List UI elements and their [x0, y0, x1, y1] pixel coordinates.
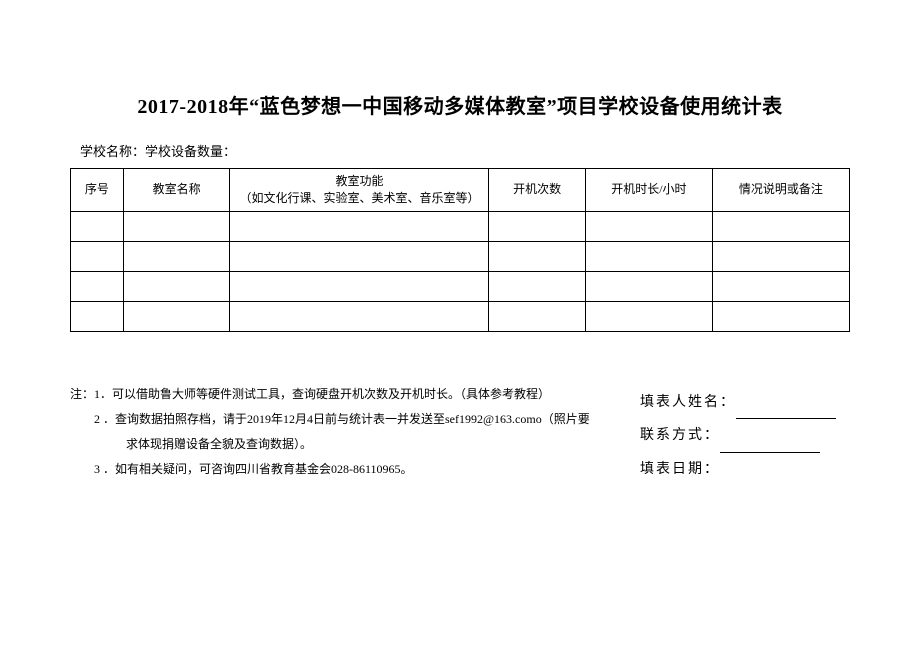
col-header-boot-count: 开机次数: [489, 169, 585, 212]
signature-contact-line: 联系方式：: [640, 419, 850, 453]
col-header-room-function: 教室功能 （如文化行课、实验室、美术室、音乐室等）: [230, 169, 489, 212]
signature-date-line: 填表日期：: [640, 453, 850, 487]
col-header-remarks: 情况说明或备注: [712, 169, 849, 212]
col-header-room-function-line2: （如文化行课、实验室、美术室、音乐室等）: [239, 191, 479, 205]
note-item-2: 2 ．查询数据拍照存档，请于2019年12月4日前与统计表一并发送至sef199…: [70, 407, 620, 432]
bottom-section: 注：1．可以借助鲁大师等硬件测试工具，查询硬盘开机次数及开机时长。（具体参考教程…: [70, 382, 850, 487]
note-item-2b: 求体现捐赠设备全貌及查询数据）。: [70, 432, 620, 457]
note-item-1: 1．可以借助鲁大师等硬件测试工具，查询硬盘开机次数及开机时长。（具体参考教程）: [94, 387, 550, 401]
signature-name-underline: [736, 404, 836, 419]
signature-name-label: 填表人姓名：: [640, 395, 736, 410]
equipment-table: 序号 教室名称 教室功能 （如文化行课、实验室、美术室、音乐室等） 开机次数 开…: [70, 168, 850, 332]
table-row: [71, 301, 850, 331]
note-prefix: 注：: [70, 387, 94, 401]
school-info-line: 学校名称：学校设备数量：: [80, 141, 850, 160]
signature-block: 填表人姓名： 联系方式： 填表日期：: [640, 382, 850, 487]
table-body: [71, 211, 850, 331]
notes-block: 注：1．可以借助鲁大师等硬件测试工具，查询硬盘开机次数及开机时长。（具体参考教程…: [70, 382, 640, 487]
note-line: 注：1．可以借助鲁大师等硬件测试工具，查询硬盘开机次数及开机时长。（具体参考教程…: [70, 382, 620, 407]
table-header-row: 序号 教室名称 教室功能 （如文化行课、实验室、美术室、音乐室等） 开机次数 开…: [71, 169, 850, 212]
document-title: 2017-2018年“蓝色梦想一中国移动多媒体教室”项目学校设备使用统计表: [70, 90, 850, 119]
table-row: [71, 271, 850, 301]
note-item-3: 3 ．如有相关疑问，可咨询四川省教育基金会028-86110965。: [70, 457, 620, 482]
table-row: [71, 211, 850, 241]
col-header-room-name: 教室名称: [123, 169, 230, 212]
signature-date-label: 填表日期：: [640, 462, 720, 477]
signature-name-line: 填表人姓名：: [640, 386, 850, 420]
table-row: [71, 241, 850, 271]
col-header-room-function-line1: 教室功能: [335, 174, 383, 188]
document-page: 2017-2018年“蓝色梦想一中国移动多媒体教室”项目学校设备使用统计表 学校…: [0, 0, 920, 486]
signature-contact-label: 联系方式：: [640, 428, 720, 443]
signature-contact-underline: [720, 437, 820, 452]
col-header-index: 序号: [71, 169, 124, 212]
col-header-boot-hours: 开机时长/小时: [585, 169, 712, 212]
